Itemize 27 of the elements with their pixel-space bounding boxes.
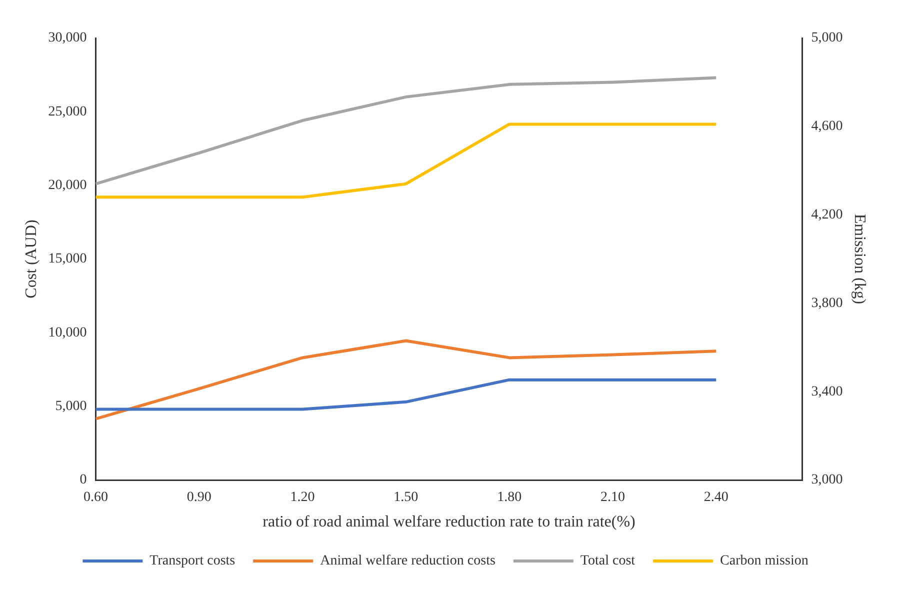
legend-label: Transport costs xyxy=(150,554,236,569)
y2-tick-label: 3,000 xyxy=(811,472,843,488)
y2-tick-label: 4,200 xyxy=(811,207,843,222)
x-tick-label: 1.50 xyxy=(394,490,418,506)
y-tick-label: 20,000 xyxy=(48,178,87,194)
y-tick-label: 25,000 xyxy=(48,104,87,120)
x-tick-label: 1.20 xyxy=(290,490,315,506)
y2-tick-label: 3,400 xyxy=(811,384,843,400)
legend-label: Total cost xyxy=(580,554,636,569)
y-tick-label: 0 xyxy=(80,472,87,488)
x-tick-label: 1.80 xyxy=(497,490,522,506)
legend-label: Carbon mission xyxy=(720,554,808,569)
y2-tick-label: 3,800 xyxy=(811,296,843,311)
legend-label: Animal welfare reduction costs xyxy=(320,554,496,569)
x-tick-label: 2.40 xyxy=(704,490,728,506)
y-tick-label: 10,000 xyxy=(48,325,87,340)
y-tick-label: 5,000 xyxy=(55,399,87,414)
x-tick-label: 0.60 xyxy=(83,490,108,506)
y-tick-label: 30,000 xyxy=(48,30,87,46)
x-tick-label: 2.10 xyxy=(600,490,625,506)
x-tick-label: 0.90 xyxy=(186,490,212,506)
x-axis-title: ratio of road animal welfare reduction rate to train rate(%) xyxy=(262,514,636,531)
y2-tick-label: 5,000 xyxy=(811,30,843,46)
y-tick-label: 15,000 xyxy=(48,252,87,267)
y2-tick-label: 4,600 xyxy=(811,119,843,134)
y-axis-title: Cost (AUD) xyxy=(22,220,40,298)
y2-axis-title: Emission (kg) xyxy=(851,214,868,304)
